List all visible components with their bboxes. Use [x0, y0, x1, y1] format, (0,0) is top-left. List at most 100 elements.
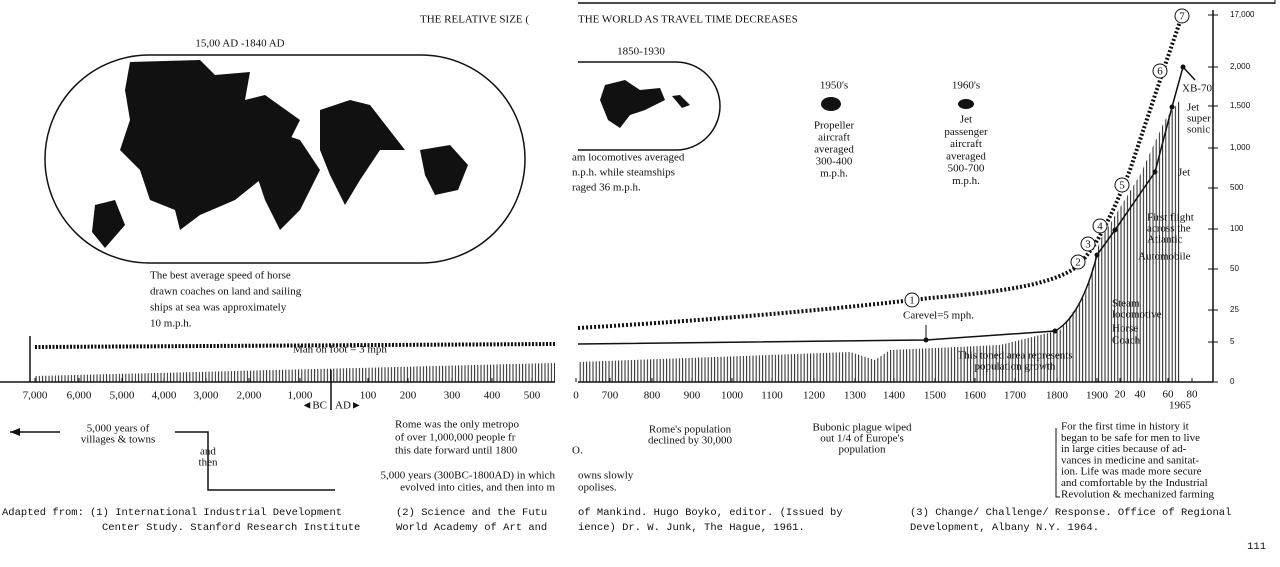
- label: Atlantic: [1147, 234, 1183, 246]
- label: This toned area represents: [957, 350, 1072, 362]
- footer: World Academy of Art and: [396, 522, 547, 534]
- point: [1152, 169, 1158, 175]
- era: 1950's: [820, 80, 848, 92]
- milestone-label: 5: [1119, 180, 1125, 192]
- note: averaged: [946, 150, 986, 162]
- x-tick-label: 1600: [964, 390, 987, 402]
- x-tick-label: 900: [684, 390, 701, 402]
- caption: vances in medicine and sanitat-: [1061, 454, 1199, 466]
- x-tick-label: 1200: [803, 390, 826, 402]
- caption: For the first time in history it: [1061, 421, 1189, 433]
- x-tick-label: 2,000: [237, 390, 262, 402]
- note: Jet: [960, 114, 972, 126]
- title: THE WORLD AS TRAVEL TIME DECREASES: [578, 14, 798, 26]
- x-tick-label: 300: [444, 390, 461, 402]
- y-tick-label: 25: [1230, 305, 1239, 314]
- x-tick-label: 800: [644, 390, 661, 402]
- label: Steam: [1112, 298, 1140, 310]
- note: 10 m.p.h.: [150, 318, 192, 330]
- milestone: [904, 292, 920, 308]
- caption: and: [200, 446, 216, 458]
- milestone: [1174, 8, 1190, 24]
- caption: declined by 30,000: [648, 435, 733, 447]
- caption: 5,000 years of: [87, 423, 150, 435]
- caption: 5,000 years (300BC-1800AD) in which: [381, 470, 556, 482]
- milestone-label: 2: [1075, 257, 1081, 269]
- point: [1169, 104, 1175, 110]
- note: The best average speed of horse: [150, 270, 291, 282]
- map-label: 15,00 AD -1840 AD: [195, 38, 284, 50]
- caption: population: [838, 444, 886, 456]
- caption: evolved into cities, and then into m: [400, 482, 555, 494]
- caption: ion. Life was made more secure: [1061, 466, 1202, 478]
- arrow: [10, 428, 20, 436]
- x-tick-label: 1,000: [288, 390, 313, 402]
- label: XB-70: [1182, 83, 1212, 95]
- footer: (1) International Industrial Development: [90, 507, 342, 519]
- footer: Center Study. Stanford Research Institut…: [102, 522, 360, 534]
- caption: in large cities because of ad-: [1061, 443, 1187, 455]
- caption: began to be safe for men to live: [1061, 432, 1200, 444]
- x-tick-label: 3,000: [194, 390, 219, 402]
- note: passenger: [944, 126, 988, 138]
- foot-line: [34, 342, 556, 349]
- caption: this date forward until 1800: [395, 445, 518, 457]
- x-tick-label: 4,000: [152, 390, 177, 402]
- milestone: [1080, 236, 1096, 252]
- milestone-label: 3: [1085, 239, 1091, 251]
- label: Automobile: [1138, 251, 1191, 263]
- note: m.p.h.: [952, 175, 980, 187]
- x-tick-label: 100: [360, 390, 377, 402]
- point: [1180, 64, 1186, 70]
- x-tick-label: 700: [602, 390, 619, 402]
- toned-area: [578, 100, 1180, 382]
- milestone: [1114, 177, 1130, 193]
- x-tick-label: 20: [1115, 389, 1127, 401]
- milestone: [1152, 63, 1168, 79]
- x-tick-label: 1700: [1004, 390, 1027, 402]
- caption: opolises.: [578, 482, 617, 494]
- milestone: [1092, 218, 1108, 234]
- footer: Adapted from:: [2, 507, 84, 519]
- caption: out 1/4 of Europe's: [820, 433, 904, 445]
- label: across the: [1147, 223, 1191, 235]
- x-tick-label: 80: [1187, 389, 1199, 401]
- x-tick-label: 1300: [844, 390, 867, 402]
- label: Horse: [1112, 323, 1138, 335]
- label: Jet: [1187, 102, 1199, 114]
- note: aircraft: [818, 132, 850, 144]
- caption: Revolution & mechanized farming: [1061, 488, 1215, 500]
- footer: (2) Science and the Futu: [396, 507, 547, 519]
- milestone-label: 6: [1157, 66, 1163, 78]
- era: 1960's: [952, 80, 980, 92]
- note: drawn coaches on land and sailing: [150, 286, 302, 298]
- milestone: [1070, 254, 1086, 270]
- caption: Rome was the only metropo: [395, 419, 520, 431]
- label: Jet: [1178, 167, 1190, 179]
- point: [923, 337, 929, 343]
- milestone-label: 7: [1179, 11, 1185, 23]
- caption: of over 1,000,000 people fr: [395, 432, 516, 444]
- label: First flight: [1147, 212, 1194, 224]
- y-tick-label: 5: [1230, 337, 1235, 346]
- x-tick-label: 1800: [1046, 390, 1069, 402]
- y-tick-label: 2,000: [1230, 62, 1251, 71]
- note: ships at sea was approximately: [150, 302, 287, 314]
- page-number: 111: [1247, 541, 1266, 553]
- milestone-label: 1: [909, 295, 915, 307]
- label: Carevel=5 mph.: [903, 310, 974, 322]
- toned-area: [35, 363, 555, 382]
- y-tick-label: 1,500: [1230, 101, 1251, 110]
- y-tick-label: 100: [1230, 224, 1244, 233]
- y-tick-label: 0: [1230, 377, 1235, 386]
- y-tick-label: 500: [1230, 183, 1244, 192]
- era-label: AD►: [335, 400, 362, 412]
- bracket: [1055, 428, 1060, 498]
- x-tick-label: 0: [573, 390, 579, 402]
- propeller-icon: [821, 97, 841, 111]
- map-1500: [44, 54, 526, 264]
- caption: owns slowly: [578, 470, 634, 482]
- footer: ience) Dr. W. Junk, The Hague, 1961.: [578, 522, 805, 534]
- milestone-label: 4: [1097, 221, 1103, 233]
- x-tick-label: 1400: [883, 390, 906, 402]
